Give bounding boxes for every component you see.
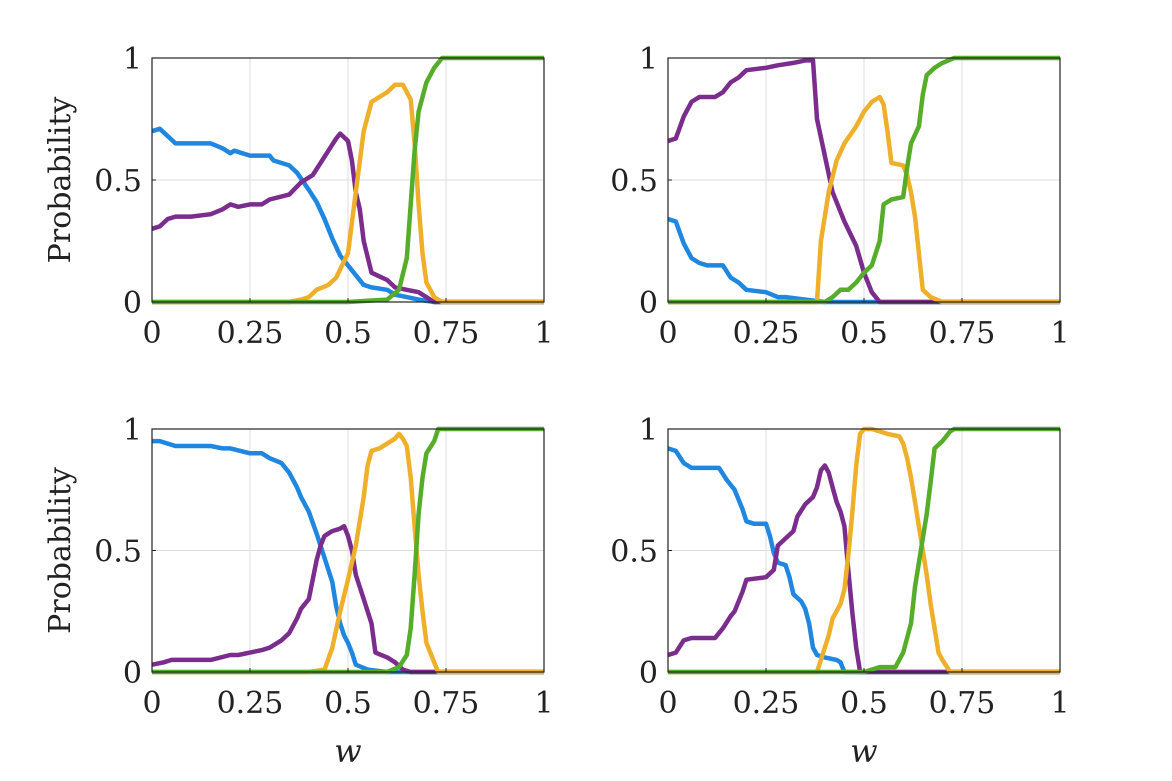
subplot-1: 0 0.25 0.5 0.75 1 0 0.5 1 Probability [43, 42, 554, 351]
y-tick-label: 1 [639, 42, 658, 77]
y-axis-label: Probability [43, 467, 78, 634]
x-tick-label: 0 [142, 686, 161, 721]
x-axis-label: w [850, 732, 877, 770]
y-tick-label: 0 [123, 656, 142, 691]
x-tick-label: 0.25 [733, 686, 800, 721]
x-axis-label: w [334, 732, 361, 770]
y-tick-label: 0 [639, 286, 658, 321]
y-tick-label: 0 [123, 286, 142, 321]
series-line-blue [151, 126, 544, 305]
x-tick-label: 0 [142, 316, 161, 351]
x-tick-label: 0 [658, 316, 677, 351]
y-tick-label: 0.5 [610, 164, 658, 199]
series-line-green [668, 55, 1060, 305]
x-tick-label: 0.75 [929, 316, 996, 351]
x-tick-label: 0.75 [413, 686, 480, 721]
x-tick-label: 1 [1050, 686, 1069, 721]
series-line-green [668, 426, 1060, 675]
series-line-purple [667, 58, 1060, 305]
y-tick-label: 0.5 [610, 535, 658, 570]
x-tick-label: 0.25 [217, 316, 284, 351]
x-tick-label: 0.75 [929, 686, 996, 721]
x-tick-label: 0 [658, 686, 677, 721]
series-line-blue [667, 216, 1060, 305]
x-tick-label: 1 [1050, 316, 1069, 351]
series-line-green [152, 55, 544, 305]
series-line-blue [152, 438, 544, 675]
x-tick-label: 0.25 [733, 316, 800, 351]
x-tick-label: 0.75 [413, 316, 480, 351]
y-tick-label: 0.5 [94, 535, 142, 570]
subplot-4: 0 0.25 0.5 0.75 1 0 0.5 1 w [610, 413, 1069, 770]
x-tick-label: 0.5 [324, 316, 372, 351]
x-tick-label: 0.5 [840, 316, 888, 351]
y-axis-label: Probability [43, 97, 78, 264]
y-tick-label: 0 [639, 656, 658, 691]
series-line-orange [668, 426, 1060, 675]
series-line-purple [667, 463, 1060, 675]
series-line-purple [151, 131, 544, 305]
y-tick-label: 1 [123, 42, 142, 77]
subplot-2: 0 0.25 0.5 0.75 1 0 0.5 1 [610, 42, 1069, 351]
x-tick-label: 1 [534, 686, 553, 721]
series-line-green [152, 426, 544, 675]
x-tick-label: 0.25 [217, 686, 284, 721]
series-line-orange [152, 431, 544, 675]
x-tick-label: 0.5 [324, 686, 372, 721]
series-line-purple [151, 523, 544, 675]
series-line-orange [152, 82, 544, 305]
x-tick-label: 1 [534, 316, 553, 351]
y-tick-label: 1 [639, 413, 658, 448]
y-tick-label: 1 [123, 413, 142, 448]
series-line-orange [668, 94, 1060, 305]
y-tick-label: 0.5 [94, 164, 142, 199]
x-tick-label: 0.5 [840, 686, 888, 721]
subplot-3: 0 0.25 0.5 0.75 1 0 0.5 1 Probability w [43, 413, 554, 770]
